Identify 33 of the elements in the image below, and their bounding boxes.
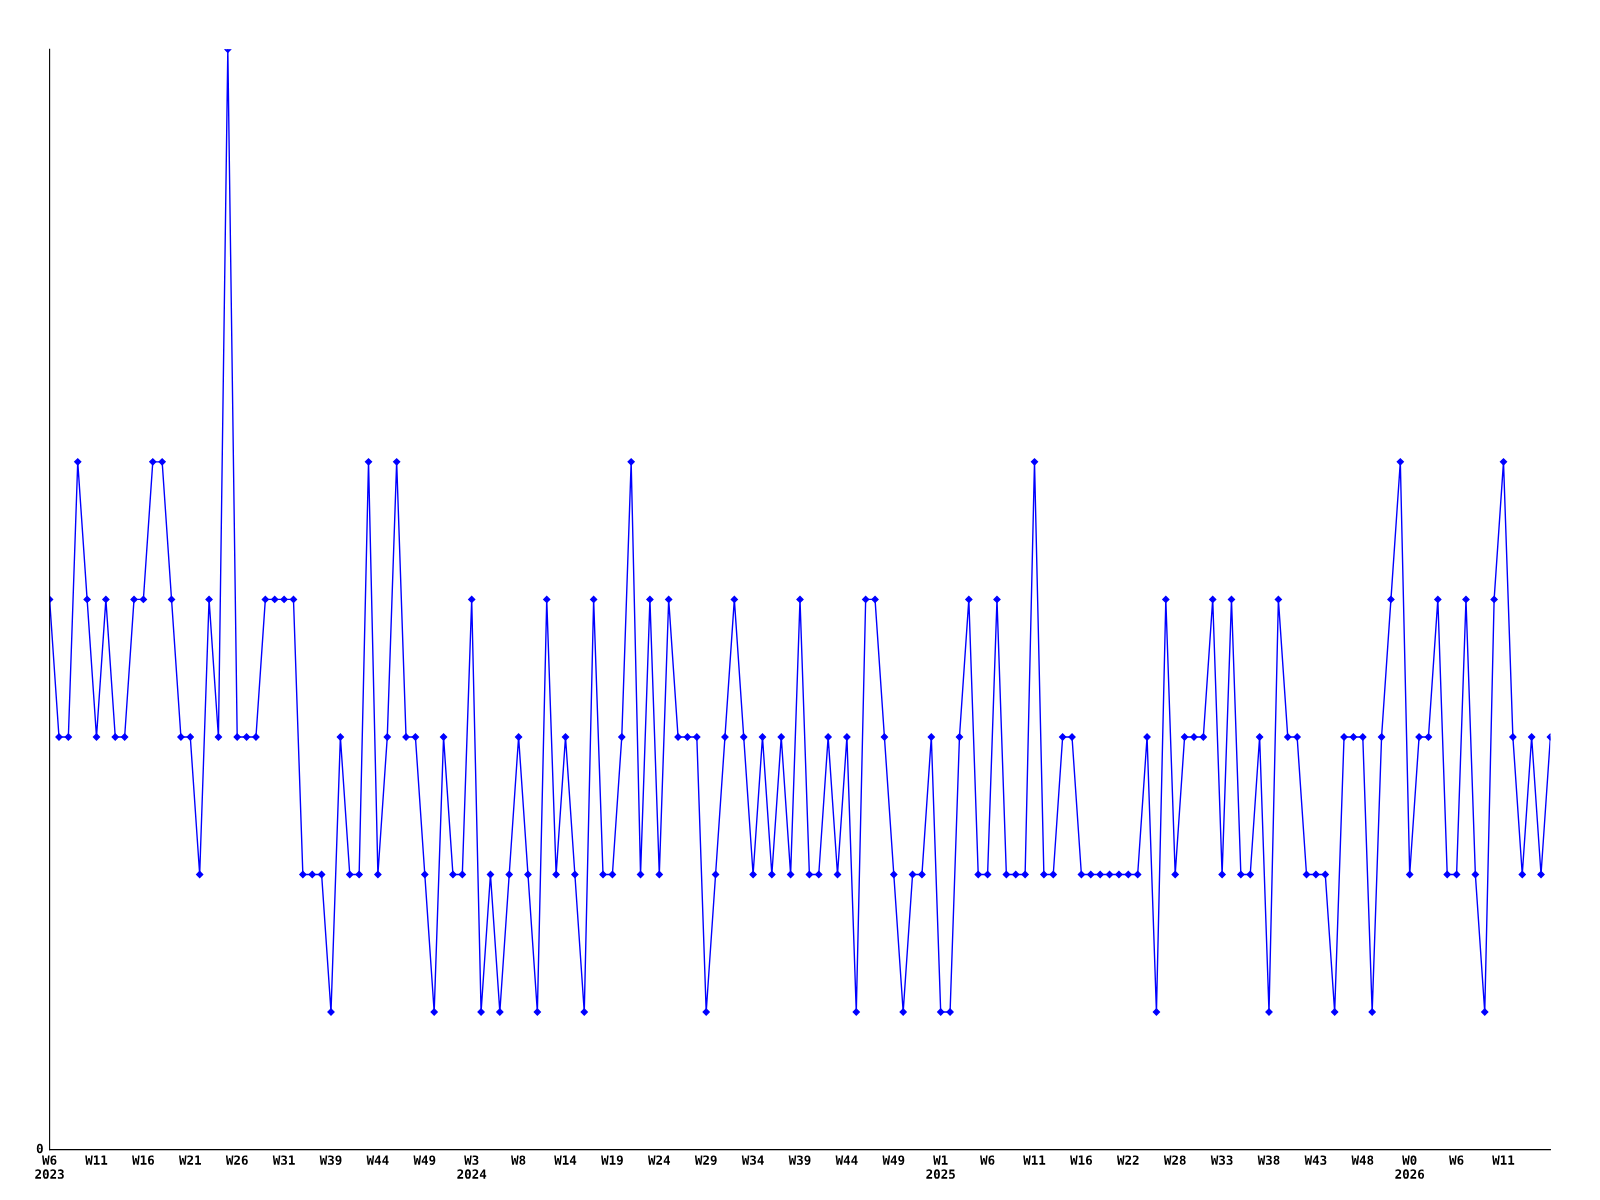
x-tick-label: W14 — [554, 1155, 577, 1165]
x-tick-label: W48 — [1351, 1155, 1374, 1165]
x-tick-label: W22 — [1117, 1155, 1139, 1165]
x-tick-label: W34 — [741, 1155, 764, 1165]
x-tick-label: W11 — [1492, 1155, 1515, 1165]
x-tick-label: W29 — [694, 1155, 717, 1165]
x-tick-label: W28 — [1163, 1155, 1186, 1165]
x-tick-label: W6 — [980, 1155, 995, 1165]
x-tick-label: W6 — [1449, 1155, 1464, 1165]
x-tick-label: W3 2024 — [457, 1155, 487, 1179]
x-tick-label: W11 — [1023, 1155, 1046, 1165]
x-tick-label: W16 — [132, 1155, 155, 1165]
x-tick-label: W6 2023 — [35, 1155, 64, 1179]
x-tick-label: W39 — [319, 1155, 342, 1165]
x-tick-label: W43 — [1304, 1155, 1327, 1165]
x-tick-label: W11 — [85, 1155, 108, 1165]
x-tick-label: W49 — [882, 1155, 905, 1165]
x-tick-label: W44 — [835, 1155, 858, 1165]
x-tick-label: W49 — [413, 1155, 436, 1165]
x-tick-label: W39 — [788, 1155, 811, 1165]
x-tick-label: W0 2026 — [1395, 1155, 1425, 1179]
x-tick-label: W26 — [225, 1155, 248, 1165]
x-tick-label: W31 — [272, 1155, 295, 1165]
x-tick-label: W21 — [179, 1155, 201, 1165]
x-tick-label: W33 — [1210, 1155, 1233, 1165]
text: 0 — [36, 1143, 43, 1154]
x-tick-label: W38 — [1257, 1155, 1280, 1165]
x-tick-label: W1 2025 — [926, 1155, 955, 1179]
x-tick-label: W8 — [511, 1155, 526, 1165]
x-tick-label: W24 — [648, 1155, 671, 1165]
x-tick-label: W19 — [601, 1155, 623, 1165]
x-tick-label: W44 — [366, 1155, 389, 1165]
x-tick-label: W16 — [1070, 1155, 1093, 1165]
